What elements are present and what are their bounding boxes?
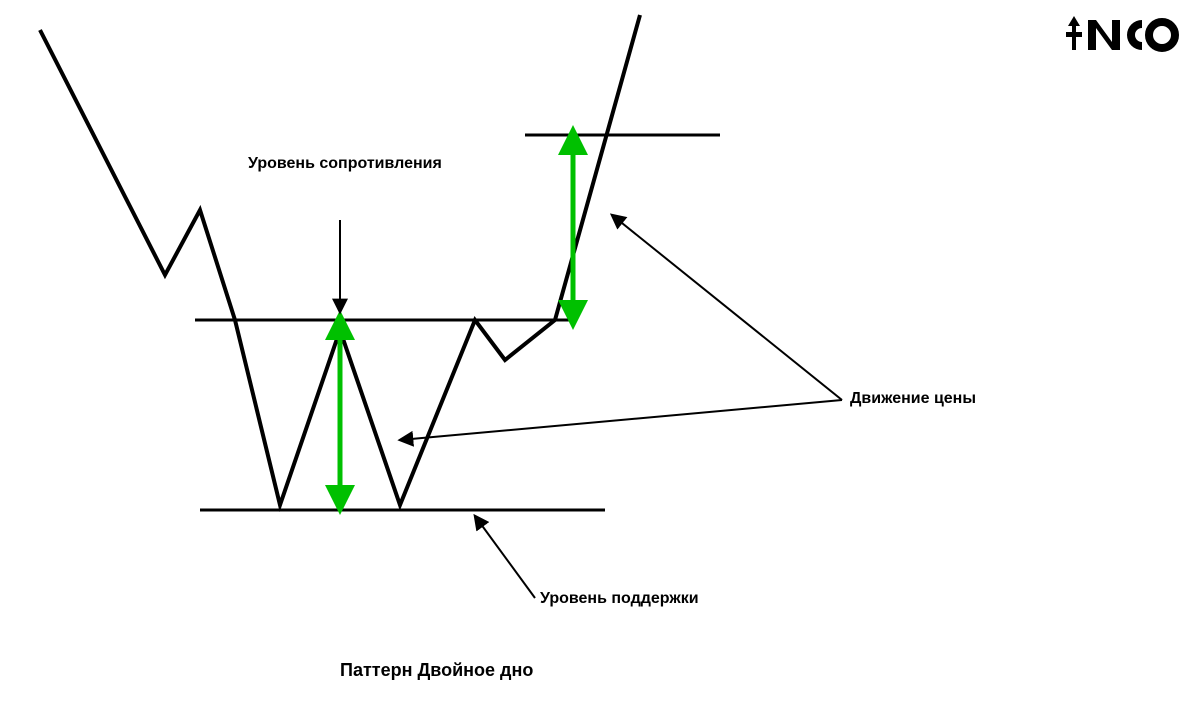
pointer-arrow <box>612 215 842 400</box>
resistance-label: Уровень сопротивления <box>248 155 442 173</box>
diagram-title: Паттерн Двойное дно <box>340 660 533 681</box>
logo <box>1060 12 1180 65</box>
pointer-arrow <box>400 400 842 440</box>
pointer-arrow <box>475 516 535 598</box>
price-movement-label: Движение цены <box>850 390 976 408</box>
black-arrows-group <box>340 215 842 598</box>
support-label: Уровень поддержки <box>540 590 699 608</box>
